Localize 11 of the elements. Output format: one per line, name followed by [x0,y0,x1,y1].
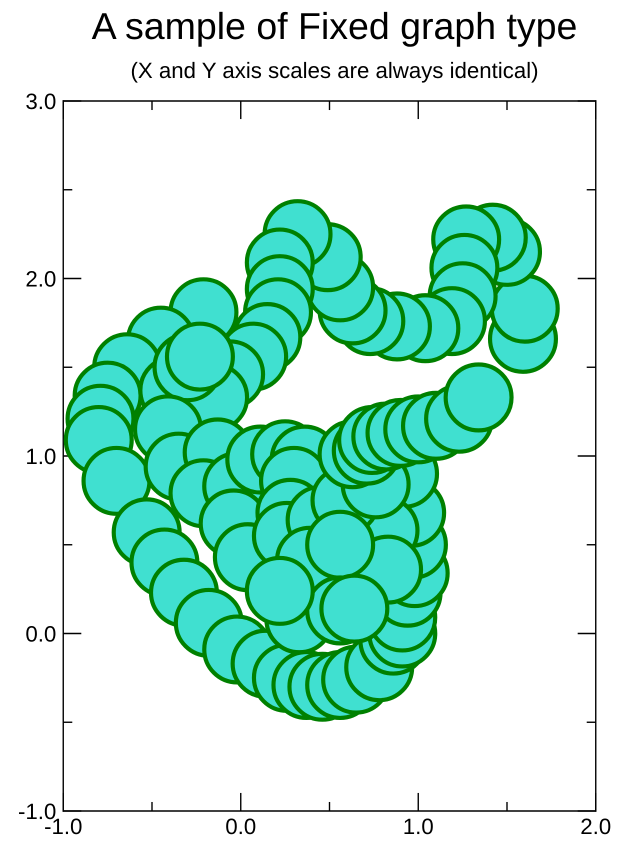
chart-subtitle: (X and Y axis scales are always identical) [132,62,538,83]
y-tick-label: -1.0 [19,804,56,820]
y-tick-label: 3.0 [26,94,56,110]
x-tick-label: 1.0 [404,818,433,834]
y-tick-label: 1.0 [27,448,56,464]
chart-title: A sample of Fixed graph type [92,12,576,47]
y-tick-label: 0.0 [26,626,56,642]
x-tick-label: 2.0 [581,818,610,834]
x-tick-label: 0.0 [226,818,256,834]
y-tick-label: 2.0 [26,271,56,287]
x-tick-label: -1.0 [45,818,82,834]
